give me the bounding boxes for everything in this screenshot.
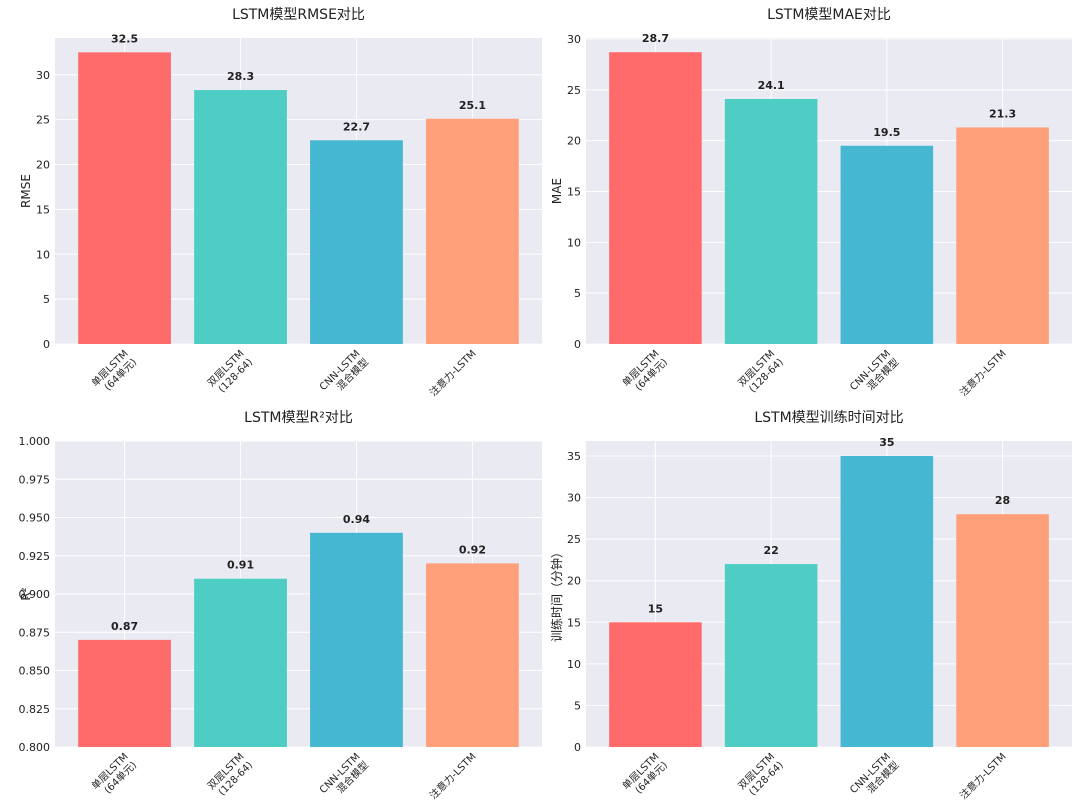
y-tick-label: 30 [36, 69, 50, 82]
y-axis-label: 训练时间（分钟） [549, 546, 564, 642]
chart-panel-3: 0.800 0.825 0.850 0.875 0.900 0.925 0.950 0.975… [19, 410, 542, 804]
data-label: 22 [763, 544, 778, 557]
data-label: 28.7 [642, 32, 669, 45]
y-tick-label: 0 [43, 338, 50, 351]
chart-title: LSTM模型MAE对比 [767, 7, 891, 23]
chart-panel-1: 0 5 10 15 20 25 30 32.5 28.3 22.7 25.1 单层LSTM(64单元)… [19, 7, 542, 401]
bar [724, 564, 818, 747]
y-tick-label: 15 [567, 186, 581, 199]
x-tick-label: 注意力-LSTM [427, 750, 479, 802]
bar [78, 52, 171, 344]
x-tick-label: 注意力-LSTM [957, 347, 1009, 399]
y-tick-label: 30 [567, 33, 581, 46]
bar [956, 127, 1049, 344]
y-tick-label: 0.975 [19, 473, 51, 486]
y-tick-label: 0.800 [19, 741, 51, 754]
x-tick-label: 单层LSTM(64单元) [620, 751, 670, 801]
x-tick-label: CNN-LSTM混合模型 [848, 751, 901, 804]
bar [609, 52, 702, 345]
bar [426, 118, 519, 344]
y-tick-label: 10 [36, 248, 50, 261]
x-tick-label: 单层LSTM(64单元) [620, 348, 670, 398]
bar [724, 98, 818, 345]
bar [956, 514, 1049, 747]
bar [78, 639, 171, 747]
data-label: 15 [648, 602, 663, 615]
bar [840, 455, 934, 747]
y-tick-label: 20 [567, 135, 581, 148]
x-tick-label: 注意力-LSTM [427, 347, 479, 399]
y-tick-label: 0.825 [19, 703, 51, 716]
y-tick-label: 0 [574, 338, 581, 351]
x-tick-label: CNN-LSTM混合模型 [318, 751, 371, 804]
y-tick-label: 15 [36, 203, 50, 216]
data-label: 21.3 [989, 107, 1016, 120]
bar [840, 145, 934, 344]
x-tick-label: CNN-LSTM混合模型 [848, 348, 901, 401]
x-tick-label: 单层LSTM(64单元) [89, 751, 139, 801]
chart-panel-2: 0 5 10 15 20 25 30 28.7 24.1 19.5 21.3 单层LSTM(64单元)… [550, 7, 1072, 401]
bar [310, 140, 403, 344]
y-tick-label: 30 [567, 492, 581, 505]
chart-title: LSTM模型RMSE对比 [232, 7, 365, 23]
x-tick-label: 双层LSTM(128-64) [205, 751, 255, 801]
y-axis-label: MAE [550, 178, 564, 204]
data-label: 22.7 [343, 120, 370, 133]
y-tick-label: 10 [567, 658, 581, 671]
y-tick-label: 5 [574, 287, 581, 300]
y-tick-label: 5 [43, 293, 50, 306]
data-label: 19.5 [873, 126, 900, 139]
data-label: 35 [879, 436, 894, 449]
bar [194, 90, 287, 344]
chart-title: LSTM模型训练时间对比 [754, 410, 903, 426]
data-label: 28.3 [227, 70, 254, 83]
y-tick-label: 10 [567, 236, 581, 249]
y-tick-label: 1.000 [19, 435, 51, 448]
data-label: 0.94 [343, 513, 370, 526]
x-tick-label: CNN-LSTM混合模型 [318, 348, 371, 401]
data-label: 28 [995, 494, 1010, 507]
y-tick-label: 25 [567, 84, 581, 97]
data-label: 32.5 [111, 32, 138, 45]
data-label: 24.1 [758, 79, 785, 92]
y-axis-label: RMSE [19, 174, 33, 208]
x-tick-label: 双层LSTM(128-64) [736, 348, 786, 398]
y-tick-label: 25 [36, 114, 50, 127]
y-tick-label: 20 [36, 159, 50, 172]
bar [426, 563, 519, 747]
x-tick-label: 单层LSTM(64单元) [89, 348, 139, 398]
chart-title: LSTM模型R²对比 [244, 410, 353, 426]
y-tick-label: 20 [567, 575, 581, 588]
data-label: 25.1 [459, 99, 486, 112]
y-tick-label: 35 [567, 450, 581, 463]
x-tick-label: 注意力-LSTM [957, 750, 1009, 802]
bar [194, 578, 287, 747]
y-tick-label: 0.850 [19, 665, 51, 678]
y-axis-label: R² [19, 587, 33, 600]
y-tick-label: 0.900 [19, 588, 51, 601]
y-tick-label: 15 [567, 616, 581, 629]
chart-panel-4: 0 5 10 15 20 25 30 35 15 22 35 28 单层LSTM(64单元) 双层LSTM… [549, 410, 1072, 804]
y-tick-label: 5 [574, 699, 581, 712]
y-tick-label: 0.875 [19, 626, 51, 639]
bar [310, 532, 403, 747]
data-label: 0.87 [111, 620, 138, 633]
y-tick-label: 25 [567, 533, 581, 546]
y-tick-label: 0.950 [19, 512, 51, 525]
y-tick-label: 0 [574, 741, 581, 754]
x-tick-label: 双层LSTM(128-64) [205, 348, 255, 398]
data-label: 0.91 [227, 559, 254, 572]
data-label: 0.92 [459, 543, 486, 556]
bar [609, 622, 702, 747]
y-tick-label: 0.925 [19, 550, 51, 563]
x-tick-label: 双层LSTM(128-64) [736, 751, 786, 801]
